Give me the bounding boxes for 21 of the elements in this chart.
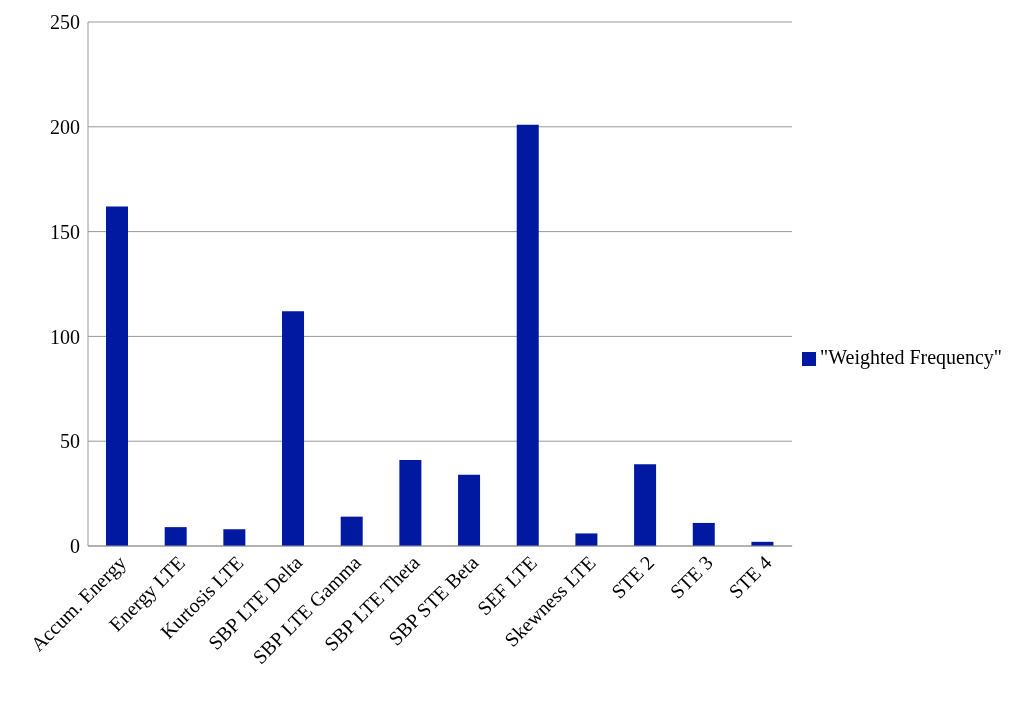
y-tick-label: 150 <box>50 220 80 243</box>
bar <box>516 124 539 546</box>
bar <box>399 460 422 546</box>
x-tick-label: STE 3 <box>665 551 717 603</box>
bar <box>692 522 715 546</box>
legend-label: "Weighted Frequency" <box>820 345 1002 368</box>
bar <box>458 474 481 546</box>
bar <box>575 533 598 546</box>
y-tick-label: 200 <box>50 115 80 138</box>
bar <box>164 527 187 546</box>
x-tick-label: STE 2 <box>606 551 659 603</box>
y-tick-label: 0 <box>70 535 80 558</box>
x-tick-label: STE 4 <box>724 551 776 603</box>
bar <box>223 529 246 546</box>
bar <box>282 311 305 546</box>
bar <box>106 206 128 546</box>
y-tick-label: 250 <box>50 11 80 34</box>
bar <box>634 464 657 546</box>
y-tick-label: 50 <box>60 430 80 453</box>
y-tick-label: 100 <box>50 325 80 348</box>
bar <box>340 516 363 546</box>
